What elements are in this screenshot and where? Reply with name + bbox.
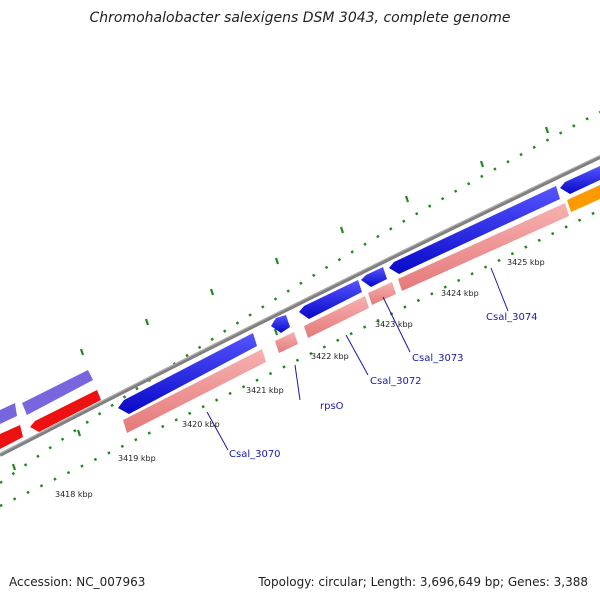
forward-strand-features [0, 166, 600, 424]
tick-label-3419: 3419 kbp [118, 454, 156, 463]
tick-label-3423: 3423 kbp [375, 320, 413, 329]
gene-bar-csal-3073[interactable] [368, 282, 396, 305]
tick-label-3421: 3421 kbp [246, 386, 284, 395]
reverse-strand-features [0, 185, 600, 449]
gene-labels: Csal_3070 rpsO Csal_3072 Csal_3073 Csal_… [229, 312, 538, 460]
gene-bar-csal-3070[interactable] [123, 349, 266, 433]
gene-bar-csal-3072[interactable] [304, 296, 369, 338]
tick-label-3422: 3422 kbp [311, 352, 349, 361]
feature-reverse-red-1 [0, 425, 23, 449]
gene-arrow-csal-3072-fwd[interactable] [299, 280, 362, 319]
gene-label-csal-3070[interactable]: Csal_3070 [229, 449, 281, 460]
gene-arrow-csal-3070-fwd[interactable] [118, 333, 257, 414]
genome-summary-label: Topology: circular; Length: 3,696,649 bp… [258, 575, 588, 589]
gene-label-csal-3074[interactable]: Csal_3074 [486, 312, 538, 323]
major-ticks [11, 126, 550, 471]
gene-label-rpso[interactable]: rpsO [320, 401, 344, 412]
feature-orange [567, 185, 600, 212]
tick-label-3418: 3418 kbp [55, 490, 93, 499]
gene-arrow-rpso-fwd[interactable] [271, 315, 290, 333]
tick-labels: 3418 kbp 3419 kbp 3420 kbp 3421 kbp 3422… [55, 258, 545, 499]
gene-label-csal-3073[interactable]: Csal_3073 [412, 353, 464, 364]
tick-label-3425: 3425 kbp [507, 258, 545, 267]
outer-dot-ring [0, 110, 600, 485]
feature-reverse-red-2 [30, 390, 101, 432]
map-title: Chromohalobacter salexigens DSM 3043, co… [89, 10, 511, 26]
gene-label-csal-3072[interactable]: Csal_3072 [370, 376, 422, 387]
accession-label: Accession: NC_007963 [9, 575, 146, 589]
gene-arrow-csal-3074-fwd[interactable] [389, 186, 560, 274]
inner-dot-ring [0, 208, 600, 508]
gene-leader-lines [206, 267, 509, 451]
gene-bar-csal-3074[interactable] [398, 203, 569, 291]
tick-label-3424: 3424 kbp [441, 289, 479, 298]
backbone [0, 155, 600, 457]
gene-arrow-csal-3073-fwd[interactable] [361, 267, 387, 287]
feature-forward-light-1 [0, 403, 17, 424]
feature-forward-light-2 [22, 370, 93, 415]
gene-bar-rpso[interactable] [275, 332, 298, 353]
tick-label-3420: 3420 kbp [182, 420, 220, 429]
feature-forward-6 [560, 166, 600, 194]
